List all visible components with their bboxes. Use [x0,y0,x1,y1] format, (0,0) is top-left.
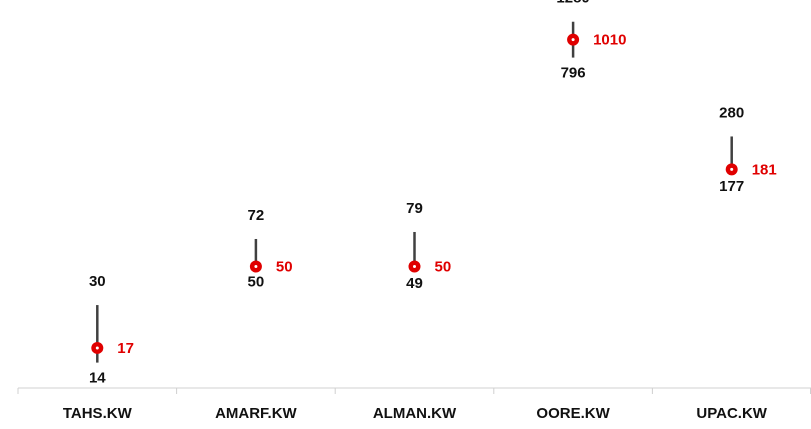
low-label: 14 [89,370,106,387]
current-marker-dot [95,346,99,350]
low-label: 49 [406,275,423,292]
current-label: 50 [435,258,452,275]
high-label: 280 [719,104,744,121]
current-marker-dot [571,38,575,42]
x-tick-label: AMARF.KW [215,405,297,422]
x-tick-label: TAHS.KW [63,405,133,422]
current-label: 50 [276,258,293,275]
current-label: 1010 [593,32,626,49]
high-label: 1280 [556,0,589,7]
x-tick-label: ALMAN.KW [373,405,457,422]
current-label: 181 [752,161,777,178]
low-label: 50 [248,273,265,290]
low-label: 796 [561,65,586,82]
x-tick-label: OORE.KW [536,405,610,422]
high-label: 79 [406,200,423,217]
current-marker-dot [254,265,258,269]
low-label: 177 [719,178,744,195]
current-marker-dot [730,167,734,171]
high-label: 30 [89,273,106,290]
x-tick-label: UPAC.KW [696,405,767,422]
high-label: 72 [248,207,265,224]
current-marker-dot [413,265,416,269]
current-label: 17 [117,340,134,357]
